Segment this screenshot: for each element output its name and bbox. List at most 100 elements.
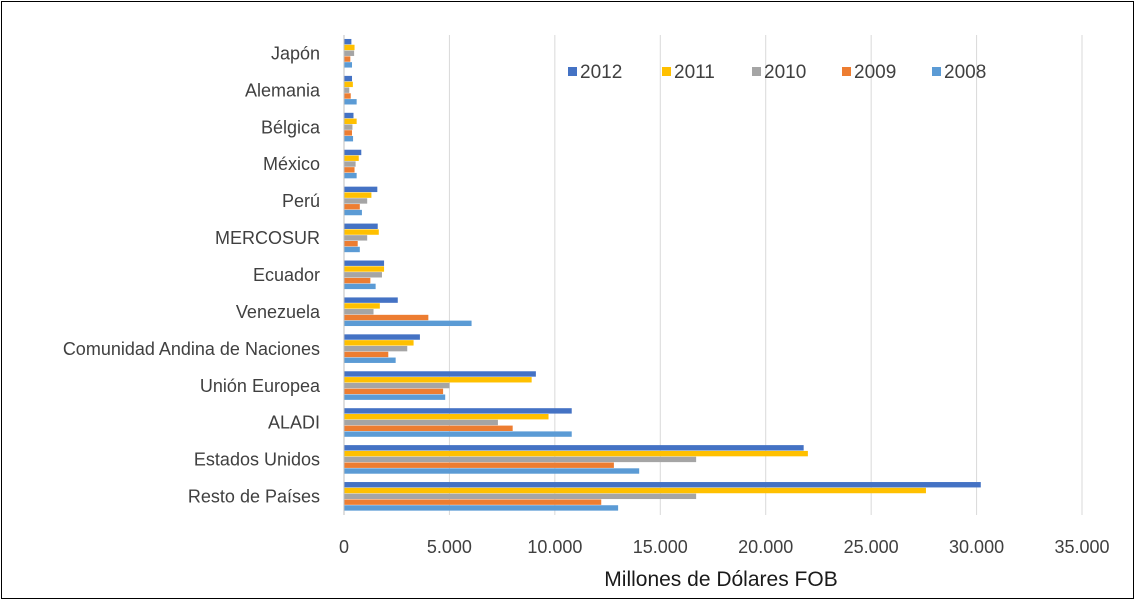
bar-2010 xyxy=(344,161,356,167)
bar-2010 xyxy=(344,272,382,278)
bar-2008 xyxy=(344,431,572,437)
x-tick-label: 30.000 xyxy=(949,537,1004,557)
bar-2011 xyxy=(344,303,380,309)
bar-2011 xyxy=(344,450,808,457)
bar-2010 xyxy=(344,235,368,241)
category-label: Ecuador xyxy=(253,265,320,285)
category-label: MERCOSUR xyxy=(215,228,320,248)
bar-2009 xyxy=(344,351,389,358)
bar-2012 xyxy=(344,445,804,451)
bar-2009 xyxy=(344,204,360,210)
category-label: Japón xyxy=(271,43,320,63)
bar-2010 xyxy=(344,456,697,463)
bar-2009 xyxy=(344,277,371,284)
bar-2008 xyxy=(344,505,619,511)
x-tick-label: 0 xyxy=(339,537,349,557)
category-labels: Japón Alemania Bélgica México Perú MERCOSUR Ec… xyxy=(63,43,321,506)
bar-2009 xyxy=(344,388,444,395)
bar-2011 xyxy=(344,81,353,88)
category-label: Perú xyxy=(282,191,320,211)
category-label: Unión Europea xyxy=(200,376,321,396)
bar-2010 xyxy=(344,87,350,93)
bar-2009 xyxy=(344,130,353,136)
bar-2012 xyxy=(344,371,536,377)
x-tick-labels: 0 5.000 10.000 15.000 20.000 25.000 30.000 35.0… xyxy=(339,537,1110,557)
bar-2008 xyxy=(344,99,357,105)
bar-2010 xyxy=(344,309,374,315)
bar-2008 xyxy=(344,394,446,400)
bar-2012 xyxy=(344,334,420,340)
bar-2009 xyxy=(344,314,429,321)
bar-2008 xyxy=(344,136,354,142)
bar-2011 xyxy=(344,487,926,494)
legend: 2012 2011 2010 2009 2008 xyxy=(568,62,986,83)
category-label: Estados Unidos xyxy=(194,450,320,470)
x-tick-label: 5.000 xyxy=(427,537,472,557)
bar-2012 xyxy=(344,260,385,266)
legend-label: 2011 xyxy=(674,62,715,83)
bar-2008 xyxy=(344,468,640,474)
bar-2012 xyxy=(344,186,378,193)
bar-2009 xyxy=(344,93,351,99)
bar-2012 xyxy=(344,75,353,82)
bar-2010 xyxy=(344,50,355,56)
x-tick-label: 35.000 xyxy=(1054,537,1109,557)
bar-2011 xyxy=(344,377,532,383)
bar-2010 xyxy=(344,198,368,204)
legend-swatch xyxy=(842,67,851,76)
bar-2011 xyxy=(344,413,549,420)
bar-2011 xyxy=(344,266,385,272)
x-tick-label: 10.000 xyxy=(527,537,582,557)
bar-2008 xyxy=(344,172,357,179)
bar-2012 xyxy=(344,482,981,488)
category-label: Resto de Países xyxy=(188,487,320,507)
legend-label: 2008 xyxy=(944,62,986,83)
bar-2011 xyxy=(344,192,372,198)
bar-2010 xyxy=(344,382,450,389)
bar-2009 xyxy=(344,462,614,468)
bar-2010 xyxy=(344,419,498,426)
bar-2008 xyxy=(344,62,353,68)
bar-2012 xyxy=(344,297,398,303)
x-axis-title: Millones de Dólares FOB xyxy=(604,568,837,591)
category-label: Bélgica xyxy=(261,117,321,137)
bar-2011 xyxy=(344,155,359,161)
bar-2010 xyxy=(344,345,408,352)
x-tick-label: 25.000 xyxy=(844,537,899,557)
bars xyxy=(344,38,981,511)
bar-2008 xyxy=(344,246,360,253)
bar-2008 xyxy=(344,209,362,216)
bar-2012 xyxy=(344,38,352,45)
category-label: Comunidad Andina de Naciones xyxy=(63,339,320,359)
legend-label: 2009 xyxy=(854,62,896,83)
bar-2009 xyxy=(344,56,351,62)
bar-2012 xyxy=(344,408,572,414)
x-tick-label: 15.000 xyxy=(633,537,688,557)
bar-2008 xyxy=(344,357,396,363)
bar-2009 xyxy=(344,167,355,173)
category-label: México xyxy=(263,154,320,174)
bar-2012 xyxy=(344,112,354,119)
legend-label: 2012 xyxy=(580,62,622,83)
bar-2009 xyxy=(344,240,358,247)
bar-2011 xyxy=(344,229,379,235)
gridlines xyxy=(448,35,1083,515)
bar-2012 xyxy=(344,223,378,229)
bar-2012 xyxy=(344,149,362,156)
category-label: Alemania xyxy=(245,80,321,100)
legend-label: 2010 xyxy=(764,62,806,83)
legend-swatch xyxy=(752,67,761,76)
bar-2008 xyxy=(344,320,472,327)
category-label: ALADI xyxy=(268,413,320,433)
category-label: Venezuela xyxy=(236,302,321,322)
bar-2009 xyxy=(344,425,513,431)
bar-2011 xyxy=(344,44,355,51)
legend-swatch xyxy=(932,67,941,76)
legend-swatch xyxy=(662,67,671,76)
bar-2008 xyxy=(344,283,376,290)
bar-2010 xyxy=(344,124,353,130)
bar-2010 xyxy=(344,493,697,500)
bar-2011 xyxy=(344,118,357,125)
